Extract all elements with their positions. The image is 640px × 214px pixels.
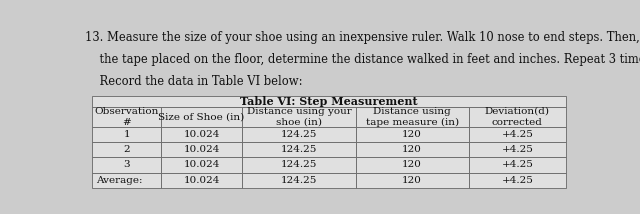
Text: 10.024: 10.024 (184, 176, 220, 185)
Bar (356, 107, 468, 127)
Text: 120: 120 (402, 130, 422, 139)
Text: 1: 1 (124, 130, 130, 139)
Bar (243, 127, 356, 142)
Text: Size of Shoe (in): Size of Shoe (in) (159, 112, 244, 121)
Text: 10.024: 10.024 (184, 145, 220, 154)
Bar (161, 142, 243, 157)
Bar (243, 142, 356, 157)
Text: 120: 120 (402, 176, 422, 185)
Text: 124.25: 124.25 (281, 130, 317, 139)
Bar (243, 173, 356, 188)
Bar (356, 157, 468, 173)
Text: 3: 3 (124, 160, 130, 169)
Bar (161, 107, 243, 127)
Bar (356, 173, 468, 188)
Bar (468, 173, 566, 188)
Bar (468, 127, 566, 142)
Text: 120: 120 (402, 145, 422, 154)
Bar (92, 142, 161, 157)
Text: 124.25: 124.25 (281, 145, 317, 154)
Text: Distance using your
shoe (in): Distance using your shoe (in) (246, 107, 351, 127)
Bar (92, 127, 161, 142)
Bar (243, 107, 356, 127)
Bar (468, 142, 566, 157)
Text: Observation
#: Observation # (95, 107, 159, 127)
Bar (92, 173, 161, 188)
Bar (468, 157, 566, 173)
Text: Average:: Average: (97, 176, 143, 185)
Bar (161, 127, 243, 142)
Bar (92, 107, 161, 127)
Text: Distance using
tape measure (in): Distance using tape measure (in) (365, 107, 459, 127)
Text: 2: 2 (124, 145, 130, 154)
Text: 124.25: 124.25 (281, 176, 317, 185)
Text: +4.25: +4.25 (502, 130, 533, 139)
Text: +4.25: +4.25 (502, 176, 533, 185)
Bar (243, 157, 356, 173)
Text: +4.25: +4.25 (502, 160, 533, 169)
Bar (468, 107, 566, 127)
Bar (92, 96, 566, 107)
Bar (161, 157, 243, 173)
Text: 10.024: 10.024 (184, 160, 220, 169)
Text: +4.25: +4.25 (502, 145, 533, 154)
Bar (356, 127, 468, 142)
Bar (92, 157, 161, 173)
Text: Deviation(d)
corrected: Deviation(d) corrected (485, 107, 550, 127)
Bar (356, 142, 468, 157)
Text: 124.25: 124.25 (281, 160, 317, 169)
Text: the tape placed on the floor, determine the distance walked in feet and inches. : the tape placed on the floor, determine … (85, 53, 640, 66)
Text: 120: 120 (402, 160, 422, 169)
Bar (161, 173, 243, 188)
Text: Record the data in Table VI below:: Record the data in Table VI below: (85, 75, 303, 88)
Text: 10.024: 10.024 (184, 130, 220, 139)
Text: 13. Measure the size of your shoe using an inexpensive ruler. Walk 10 nose to en: 13. Measure the size of your shoe using … (85, 31, 640, 44)
Text: Table VI: Step Measurement: Table VI: Step Measurement (241, 96, 418, 107)
